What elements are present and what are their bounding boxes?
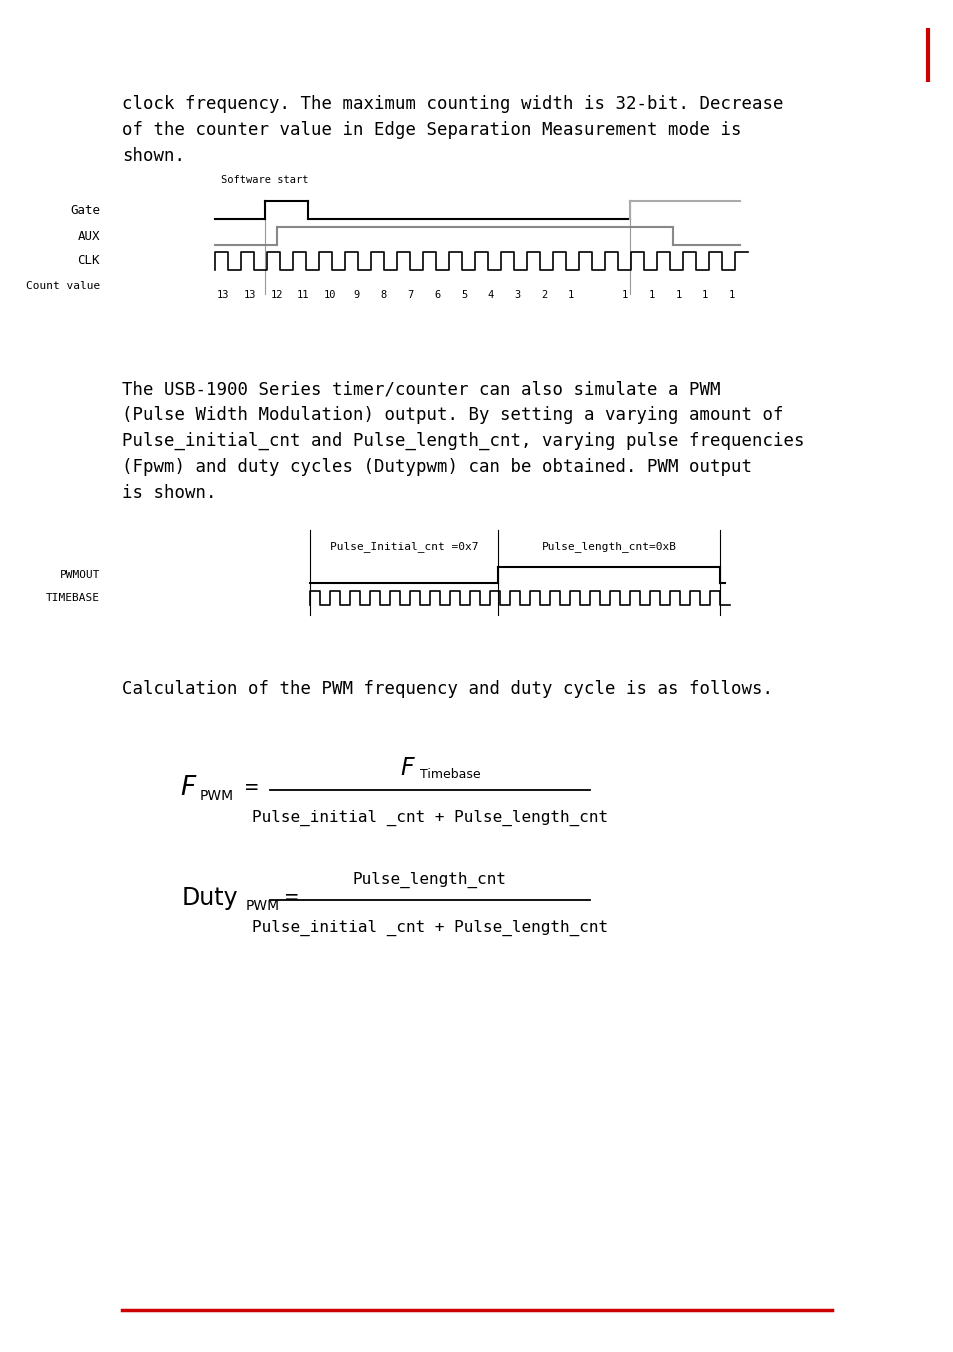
- Text: 1: 1: [728, 289, 735, 300]
- Text: 6: 6: [434, 289, 440, 300]
- Text: F: F: [399, 756, 414, 780]
- Text: Pulse_initial _cnt + Pulse_length_cnt: Pulse_initial _cnt + Pulse_length_cnt: [252, 810, 607, 826]
- Text: AUX: AUX: [77, 230, 100, 242]
- Text: Pulse_Initial_cnt =0x7: Pulse_Initial_cnt =0x7: [330, 542, 477, 553]
- Text: is shown.: is shown.: [122, 484, 216, 502]
- Text: 1: 1: [701, 289, 707, 300]
- Text: 1: 1: [648, 289, 654, 300]
- Text: 11: 11: [296, 289, 310, 300]
- Text: 5: 5: [460, 289, 467, 300]
- Text: 3: 3: [514, 289, 520, 300]
- Text: 12: 12: [270, 289, 282, 300]
- Text: 9: 9: [354, 289, 359, 300]
- Text: 1: 1: [568, 289, 574, 300]
- Text: Pulse_length_cnt=0xB: Pulse_length_cnt=0xB: [541, 542, 676, 553]
- Text: (Pulse Width Modulation) output. By setting a varying amount of: (Pulse Width Modulation) output. By sett…: [122, 406, 782, 425]
- Text: =: =: [285, 888, 298, 909]
- Text: of the counter value in Edge Separation Measurement mode is: of the counter value in Edge Separation …: [122, 120, 740, 139]
- Text: Pulse_initial _cnt + Pulse_length_cnt: Pulse_initial _cnt + Pulse_length_cnt: [252, 919, 607, 936]
- Text: The USB-1900 Series timer/counter can also simulate a PWM: The USB-1900 Series timer/counter can al…: [122, 380, 720, 397]
- Text: PWM: PWM: [246, 899, 280, 913]
- Text: CLK: CLK: [77, 254, 100, 268]
- Text: TIMEBASE: TIMEBASE: [46, 594, 100, 603]
- Text: Pulse_length_cnt: Pulse_length_cnt: [353, 872, 506, 888]
- Text: PWMOUT: PWMOUT: [59, 571, 100, 580]
- Text: Gate: Gate: [70, 204, 100, 216]
- Text: Calculation of the PWM frequency and duty cycle is as follows.: Calculation of the PWM frequency and dut…: [122, 680, 772, 698]
- Text: clock frequency. The maximum counting width is 32-bit. Decrease: clock frequency. The maximum counting wi…: [122, 95, 782, 114]
- Text: =: =: [245, 777, 258, 798]
- Text: Count value: Count value: [26, 281, 100, 291]
- Text: PWM: PWM: [200, 790, 233, 803]
- Text: 1: 1: [675, 289, 680, 300]
- Text: 10: 10: [324, 289, 336, 300]
- Text: 4: 4: [487, 289, 494, 300]
- Text: 13: 13: [243, 289, 255, 300]
- Text: (Fpwm) and duty cycles (Dutypwm) can be obtained. PWM output: (Fpwm) and duty cycles (Dutypwm) can be …: [122, 458, 751, 476]
- Text: shown.: shown.: [122, 147, 185, 165]
- Text: Pulse_initial_cnt and Pulse_length_cnt, varying pulse frequencies: Pulse_initial_cnt and Pulse_length_cnt, …: [122, 433, 803, 450]
- Text: F: F: [180, 775, 195, 800]
- Text: Software start: Software start: [221, 174, 309, 185]
- Text: 13: 13: [216, 289, 229, 300]
- Text: 7: 7: [407, 289, 414, 300]
- Text: Duty: Duty: [182, 886, 238, 910]
- Text: 8: 8: [380, 289, 387, 300]
- Text: 1: 1: [621, 289, 627, 300]
- Text: 2: 2: [540, 289, 547, 300]
- Text: Timebase: Timebase: [419, 768, 480, 780]
